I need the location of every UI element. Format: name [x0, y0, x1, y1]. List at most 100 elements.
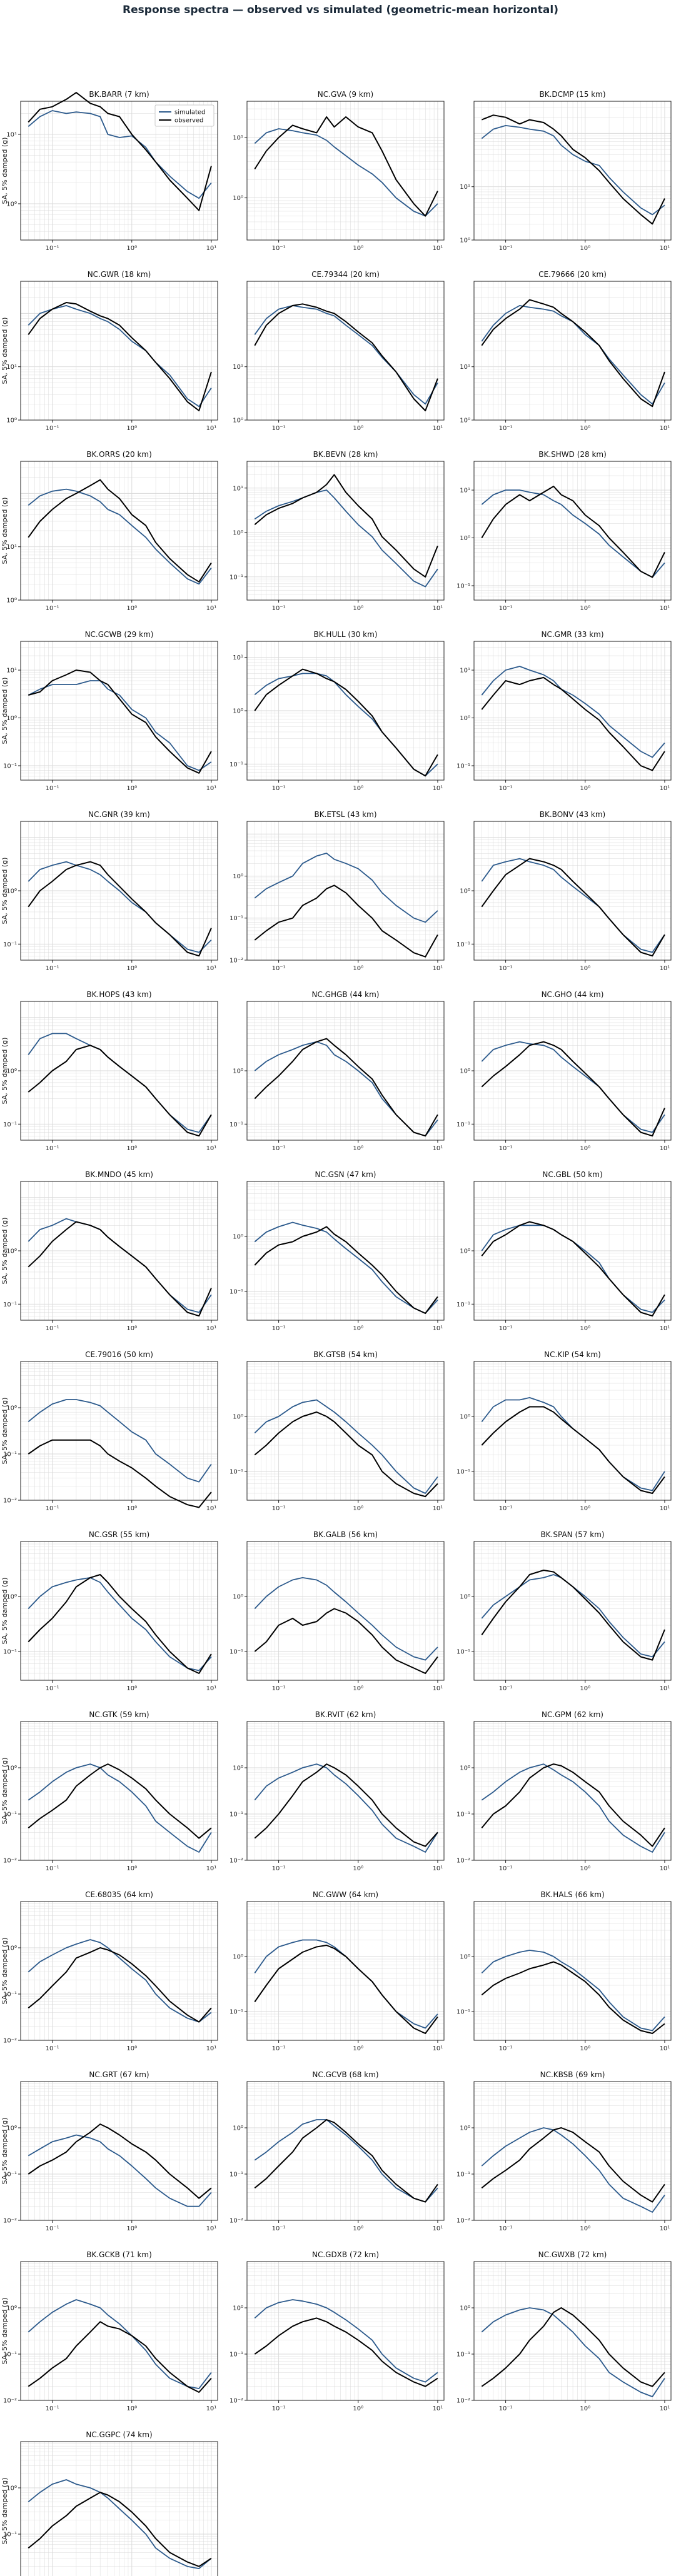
x-tick-label: 10¹ [433, 2225, 443, 2232]
grid [473, 821, 671, 961]
grid [473, 461, 671, 601]
x-tick-label: 10¹ [660, 245, 670, 252]
grid [246, 1361, 444, 1501]
y-tick-label: 10⁻¹ [230, 1648, 243, 1655]
y-tick-label: 10⁻² [457, 1858, 470, 1865]
panel-nc-gtk: 10⁻¹ 10⁰ 10¹ 10⁻² 10⁻¹ 10⁰ NC.GTK (59 km) SA, 5… [1, 1710, 218, 1872]
x-tick-label: 10¹ [433, 605, 443, 612]
y-tick-label: 10⁻² [3, 1858, 17, 1865]
series-observed-line [28, 1221, 212, 1317]
x-tick-label: 10⁻¹ [499, 2045, 513, 2052]
y-tick-label: 10⁰ [233, 1953, 243, 1960]
grid [246, 1181, 444, 1321]
grid [473, 1541, 671, 1681]
axes-frame [246, 2081, 445, 2221]
series-simulated-line [28, 2299, 212, 2390]
y-tick-label: 10⁻² [3, 2038, 17, 2045]
grid [246, 281, 444, 421]
series-simulated-line [28, 304, 212, 408]
series-simulated-line [254, 673, 438, 777]
x-tick-label: 10¹ [660, 605, 670, 612]
x-tick-label: 10⁻¹ [46, 1865, 59, 1872]
series-simulated-line [254, 1041, 438, 1137]
y-tick-label: 10⁰ [460, 535, 470, 542]
x-tick-label: 10⁰ [353, 245, 363, 252]
grid [246, 461, 444, 601]
y-tick-label: 10⁻² [3, 1498, 17, 1505]
x-tick-label: 10⁰ [580, 1505, 590, 1512]
x-tick-label: 10⁰ [126, 965, 137, 972]
x-tick-label: 10⁰ [126, 1505, 137, 1512]
panel-nc-ghgb: 10⁻¹ 10⁰ 10¹ 10⁻¹ 10⁰ NC.GHGB (44 km) [230, 990, 445, 1152]
series-observed-line [254, 116, 438, 217]
series-observed-line [481, 1406, 665, 1494]
axes-frame [473, 1901, 672, 2041]
panel-title: NC.GHO (44 km) [542, 990, 604, 999]
panel-title: BK.GALB (56 km) [313, 1530, 378, 1539]
x-tick-label: 10⁻¹ [272, 2045, 286, 2052]
panel-bk-hops: 10⁻¹ 10⁰ 10¹ 10⁻¹ 10⁰ BK.HOPS (43 km) SA, 5% d… [1, 990, 218, 1152]
legend: simulated observed [154, 104, 214, 127]
panel-ce-79016: 10⁻¹ 10⁰ 10¹ 10⁻² 10⁻¹ 10⁰ CE.79016 (50 km) SA,… [1, 1350, 218, 1512]
panel-title: BK.HOPS (43 km) [86, 990, 151, 999]
grid [246, 2261, 444, 2401]
y-axis-label: SA, 5% damped (g) [1, 1398, 9, 1465]
series-simulated-line [28, 1763, 212, 1853]
series-observed-line [28, 1439, 212, 1508]
panel-title: NC.GWW (64 km) [313, 1890, 378, 1899]
x-tick-label: 10⁰ [580, 605, 590, 612]
y-tick-label: 10⁻¹ [230, 2172, 243, 2178]
panel-title: NC.GPM (62 km) [542, 1710, 603, 1719]
axes-frame [20, 101, 218, 241]
x-tick-label: 10⁰ [580, 2045, 590, 2052]
x-tick-label: 10⁻¹ [272, 1325, 286, 1332]
grid [473, 1181, 671, 1321]
x-tick-label: 10⁰ [580, 965, 590, 972]
series-simulated-line [481, 1396, 665, 1491]
series-simulated-line [481, 1950, 665, 2032]
y-tick-label: 10⁰ [233, 873, 243, 880]
panel-title: CE.79344 (20 km) [311, 270, 380, 279]
series-simulated-line [28, 488, 212, 585]
series-simulated-line [481, 489, 665, 578]
panel-nc-gpm: 10⁻¹ 10⁰ 10¹ 10⁻² 10⁻¹ 10⁰ NC.GPM (62 km) [457, 1710, 672, 1872]
y-tick-label: 10⁰ [460, 1953, 470, 1960]
panel-nc-grt: 10⁻¹ 10⁰ 10¹ 10⁻² 10⁻¹ 10⁰ NC.GRT (67 km) SA, 5… [1, 2070, 218, 2232]
panel-bk-mndo: 10⁻¹ 10⁰ 10¹ 10⁻¹ 10⁰ BK.MNDO (45 km) SA, 5% d… [1, 1170, 218, 1332]
x-tick-label: 10¹ [660, 1505, 670, 1512]
x-tick-label: 10¹ [433, 425, 443, 432]
x-tick-label: 10¹ [206, 2225, 217, 2232]
series-observed-line [28, 2123, 212, 2199]
panel-nc-gcvb: 10⁻¹ 10⁰ 10¹ 10⁻² 10⁻¹ 10⁰ NC.GCVB (68 km) [230, 2070, 445, 2232]
x-tick-label: 10⁰ [580, 1325, 590, 1332]
series-simulated-line [254, 1576, 438, 1661]
y-axis-label: SA, 5% damped (g) [1, 138, 9, 204]
series-simulated-line [28, 2479, 212, 2570]
x-tick-label: 10⁰ [580, 425, 590, 432]
y-axis-label: SA, 5% damped (g) [1, 498, 9, 564]
x-tick-label: 10⁻¹ [46, 1145, 59, 1152]
y-axis-label: SA, 5% damped (g) [1, 2478, 9, 2545]
y-tick-label: 10⁻¹ [3, 2172, 17, 2178]
x-tick-label: 10⁰ [353, 2405, 363, 2412]
y-axis-label: SA, 5% damped (g) [1, 1578, 9, 1645]
series-observed-line [28, 669, 212, 774]
series-observed-line [254, 885, 438, 958]
panel-bk-barr: 10⁻¹ 10⁰ 10¹ 10⁰ 10¹ BK.BARR (7 km) SA, 5% dam… [1, 90, 218, 252]
panel-title: BK.SPAN (57 km) [540, 1530, 604, 1539]
y-tick-label: 10⁰ [6, 1593, 17, 1600]
y-tick-label: 10¹ [233, 364, 243, 371]
x-tick-label: 10¹ [206, 965, 217, 972]
y-axis-label: SA, 5% damped (g) [1, 2118, 9, 2185]
series-simulated-line [481, 304, 665, 405]
y-tick-label: 10¹ [6, 364, 17, 371]
x-tick-label: 10⁻¹ [499, 425, 513, 432]
x-tick-label: 10¹ [433, 1505, 443, 1512]
panel-title: BK.ETSL (43 km) [314, 810, 376, 819]
y-tick-label: 10⁰ [460, 1248, 470, 1255]
y-tick-label: 10⁰ [6, 1248, 17, 1255]
panel-title: BK.GTSB (54 km) [313, 1350, 378, 1359]
axes-frame [246, 1721, 445, 1861]
series-simulated-line [28, 861, 212, 953]
panel-nc-gsn: 10⁻¹ 10⁰ 10¹ 10⁻¹ 10⁰ NC.GSN (47 km) [230, 1170, 445, 1332]
